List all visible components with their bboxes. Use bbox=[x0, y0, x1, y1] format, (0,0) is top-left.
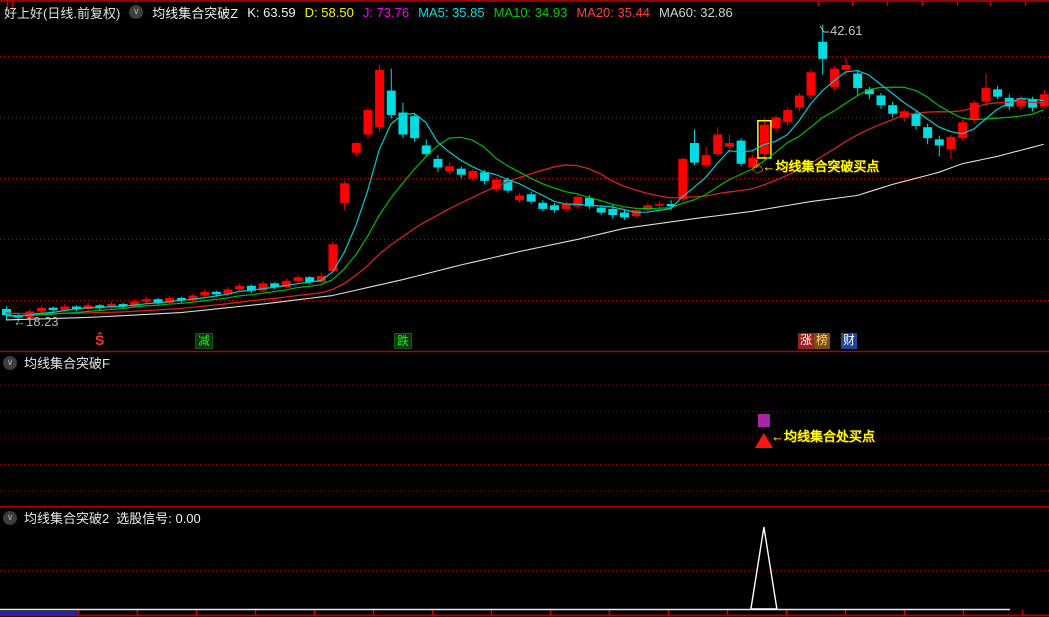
chevron-down-icon[interactable]: ∨ bbox=[129, 5, 144, 19]
stat-ma10: MA10: 34.93 bbox=[493, 4, 568, 20]
stat-ma5: MA5: 35.85 bbox=[418, 4, 485, 20]
ma10-line bbox=[5, 86, 1044, 317]
event-badge-zhang[interactable]: 涨 bbox=[798, 333, 815, 349]
main-grid bbox=[0, 56, 1049, 301]
ma60-line bbox=[5, 143, 1044, 321]
panel-2-signal-value: 选股信号: 0.00 bbox=[116, 511, 201, 526]
stat-ma20: MA20: 35.44 bbox=[576, 4, 651, 20]
panel-f-title[interactable]: 均线集合突破F bbox=[24, 356, 110, 371]
panel-2-title[interactable]: 均线集合突破2 bbox=[24, 511, 110, 526]
panel-f-buy-annotation: ←均线集合处买点 bbox=[771, 429, 876, 444]
buy-point-text: ←均线集合突破买点 bbox=[762, 159, 880, 174]
high-label-leader bbox=[819, 25, 829, 33]
buy-point-annotation: ☝ ←均线集合突破买点 bbox=[748, 157, 880, 179]
ma20-line bbox=[5, 101, 1044, 315]
title-bar: 好上好(日线.前复权) ∨ 均线集合突破Z K: 63.59 D: 58.50 … bbox=[4, 3, 733, 21]
stock-title[interactable]: 好上好(日线.前复权) bbox=[4, 5, 121, 21]
panel-f-red-triangle bbox=[754, 433, 773, 448]
event-badge-jian[interactable]: 减 bbox=[195, 333, 214, 349]
panel-f-header: ∨ 均线集合突破F bbox=[3, 353, 110, 372]
low-price-label: ←18.23 bbox=[13, 314, 59, 329]
high-price-label: 42.61 bbox=[830, 23, 863, 38]
event-badge-die[interactable]: 跌 bbox=[394, 333, 413, 349]
buy-candle-highlight bbox=[757, 119, 772, 159]
stat-d: D: 58.50 bbox=[304, 4, 354, 20]
chevron-down-icon[interactable]: ∨ bbox=[3, 510, 17, 525]
stat-k: K: 63.59 bbox=[247, 4, 296, 20]
ma5-line bbox=[5, 69, 1044, 317]
indicator-title[interactable]: 均线集合突破Z bbox=[152, 5, 239, 21]
signal-flag-s[interactable]: Ŝ bbox=[95, 332, 105, 348]
panel-f-grid bbox=[0, 384, 1049, 492]
chevron-down-icon[interactable]: ∨ bbox=[3, 355, 17, 370]
panel-f-purple-square bbox=[757, 414, 770, 427]
stat-j: J: 73.76 bbox=[362, 4, 410, 20]
candles bbox=[2, 24, 1049, 322]
event-badge-cai[interactable]: 财 bbox=[841, 333, 858, 349]
scrollbar-thumb[interactable] bbox=[0, 611, 78, 616]
event-badge-bang[interactable]: 榜 bbox=[814, 333, 831, 349]
panel-2-header: ∨ 均线集合突破2 选股信号: 0.00 bbox=[3, 508, 201, 527]
signal-spike bbox=[750, 526, 778, 610]
stat-ma60: MA60: 32.86 bbox=[659, 4, 733, 20]
